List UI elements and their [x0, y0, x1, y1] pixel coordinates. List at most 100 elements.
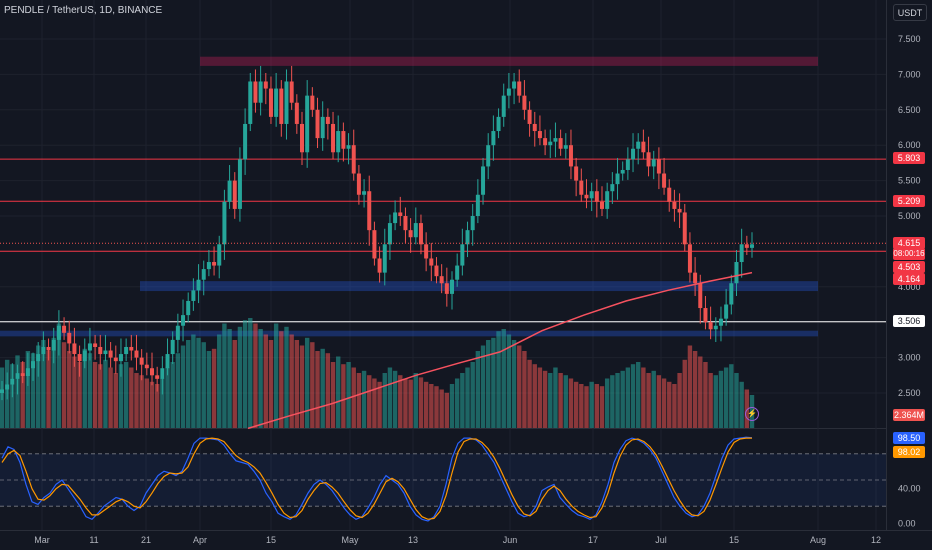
- candle-body: [517, 81, 522, 96]
- candle-body: [155, 375, 160, 379]
- price-tag-5209: 5.209: [893, 195, 925, 207]
- candle-body: [460, 244, 465, 266]
- candle-body: [129, 346, 134, 351]
- candle-body: [393, 212, 398, 224]
- volume-bar: [522, 351, 527, 428]
- zone: [200, 56, 818, 66]
- lightning-icon[interactable]: ⚡: [745, 407, 759, 421]
- candle-body: [160, 368, 165, 379]
- candle-body: [268, 88, 273, 117]
- volume-bar: [599, 386, 605, 428]
- candle-body: [341, 131, 346, 149]
- candle-body: [693, 272, 698, 284]
- volume-bar: [315, 351, 320, 428]
- candle-body: [450, 279, 454, 294]
- candle-body: [217, 244, 222, 266]
- volume-bar: [449, 384, 455, 428]
- candle-body: [201, 269, 206, 280]
- candle-body: [527, 109, 532, 124]
- candle-body: [289, 81, 294, 103]
- volume-bar: [460, 373, 465, 428]
- candle-body: [15, 373, 20, 379]
- volume-bar: [408, 379, 413, 428]
- candle-body: [191, 290, 196, 301]
- candle-body: [196, 279, 201, 291]
- candle-body: [10, 378, 15, 385]
- candle-body: [543, 138, 548, 146]
- volume-bar: [475, 351, 481, 428]
- candle-body: [284, 81, 289, 124]
- y-tick-label: 7.000: [898, 69, 921, 79]
- moving-average-line: [247, 271, 753, 430]
- volume-bar: [537, 367, 543, 428]
- candle-body: [87, 343, 92, 351]
- candle-body: [232, 180, 237, 209]
- candle-body: [532, 123, 537, 132]
- volume-bar: [98, 364, 103, 428]
- x-tick-label: Apr: [193, 535, 207, 545]
- candle-body: [77, 354, 82, 362]
- volume-bar: [299, 345, 305, 428]
- candle-body: [258, 81, 263, 103]
- y-tick-label: 6.500: [898, 105, 921, 115]
- candle-body: [429, 258, 434, 266]
- volume-bar: [154, 384, 160, 428]
- candle-body: [372, 230, 377, 259]
- candle-body: [481, 166, 486, 195]
- candle-body: [67, 332, 72, 344]
- volume-bar: [439, 389, 444, 428]
- candle-body: [465, 230, 470, 245]
- volume-bar: [279, 331, 284, 428]
- volume-bar: [641, 367, 646, 428]
- x-tick-label: 15: [266, 535, 276, 545]
- candle-body: [150, 368, 154, 376]
- volume-bar: [227, 329, 232, 428]
- candle-body: [455, 265, 460, 280]
- volume-bar: [496, 331, 501, 428]
- candle-body: [93, 343, 98, 347]
- volume-bar: [625, 367, 631, 428]
- volume-bar: [620, 370, 625, 428]
- volume-bar: [558, 373, 563, 428]
- volume-bar: [351, 367, 356, 428]
- currency-button[interactable]: USDT: [893, 4, 927, 21]
- volume-bar: [180, 345, 186, 428]
- volume-bar: [248, 318, 253, 428]
- candle-body: [625, 159, 630, 170]
- volume-bar: [377, 381, 382, 428]
- volume-bar: [325, 353, 331, 428]
- volume-bar: [636, 362, 641, 428]
- volume-bar: [382, 373, 387, 428]
- x-tick-label: 13: [408, 535, 418, 545]
- x-tick-label: 11: [89, 535, 98, 545]
- candle-body: [222, 201, 227, 245]
- y-tick-label: 6.000: [898, 140, 921, 150]
- volume-bar: [263, 334, 268, 428]
- volume-bar: [196, 337, 201, 428]
- volume-bar: [553, 367, 558, 428]
- candle-body: [113, 357, 118, 362]
- volume-bar: [103, 359, 108, 428]
- candle-body: [398, 212, 403, 216]
- candle-body: [165, 354, 170, 369]
- price-tag-5803: 5.803: [893, 152, 925, 164]
- symbol-title: PENDLE / TetherUS, 1D, BINANCE: [4, 5, 163, 16]
- volume-bar: [211, 348, 217, 428]
- volume-bar: [336, 356, 341, 428]
- volume-bar: [165, 367, 170, 428]
- candle-body: [687, 244, 692, 273]
- candle-body: [656, 159, 661, 174]
- x-tick-label: Aug: [810, 535, 826, 545]
- volume-bar: [129, 367, 134, 428]
- volume-bar: [253, 323, 258, 428]
- candle-body: [315, 109, 320, 139]
- candle-body: [124, 346, 129, 355]
- volume-bar: [486, 340, 491, 428]
- volume-bar: [67, 351, 72, 428]
- candle-body: [82, 350, 87, 362]
- candle-body: [522, 95, 527, 110]
- candle-body: [677, 208, 682, 213]
- volume-bar: [667, 381, 672, 428]
